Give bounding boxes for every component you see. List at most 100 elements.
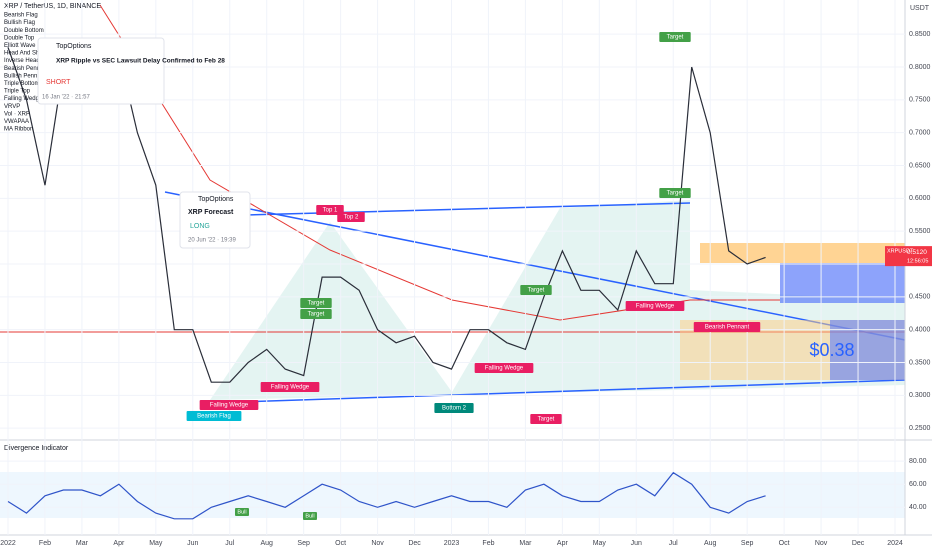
price-target: $0.38	[809, 340, 854, 360]
signal: Bull	[305, 513, 314, 519]
annotation: Top 2	[344, 215, 359, 221]
y-tick-label: 0.5500	[909, 228, 931, 235]
signal-bg	[235, 508, 249, 516]
y-tick-label: 0.7500	[909, 97, 931, 104]
indicator-name: Bearish Flag	[4, 13, 38, 19]
idea-card[interactable]: TopOptions XRP Forecast LONG 20 Jun '22 …	[179, 191, 251, 249]
annotation: Target	[528, 288, 545, 294]
indicator-name: VRVP	[4, 104, 20, 110]
x-tick-label: May	[593, 540, 607, 547]
y-tick-label: 40.00	[909, 504, 927, 511]
indicator-name: Triple Bottom	[4, 81, 39, 87]
annotation: Falling Wedge	[636, 304, 675, 310]
x-tick-label: 2023	[444, 540, 460, 547]
x-tick-label: Aug	[704, 540, 717, 547]
y-tick-label: 0.6000	[909, 195, 931, 202]
currency-label: USDT	[910, 5, 930, 12]
annotation-bg	[186, 411, 242, 421]
x-tick-label: Oct	[335, 540, 346, 547]
x-tick-label: Apr	[113, 540, 125, 547]
y-tick-label: 0.4000	[909, 327, 931, 334]
annotation-bg	[337, 212, 365, 222]
y-tick-label: 0.4500	[909, 294, 931, 301]
trend-line	[209, 379, 906, 404]
card-title: XRP Ripple vs SEC Lawsuit Delay Confirme…	[56, 58, 225, 65]
card-bg	[37, 37, 165, 105]
annotation-bg	[316, 205, 344, 215]
x-tick-label: Jun	[631, 540, 642, 547]
x-tick-label: Jul	[225, 540, 234, 547]
trend-line	[164, 191, 906, 341]
annotation-bg	[300, 298, 332, 308]
annotation-bg	[434, 403, 474, 413]
trend-line	[209, 202, 691, 217]
x-tick-label: Apr	[557, 540, 569, 547]
indicator-name: Elliott Wave	[4, 43, 36, 49]
countdown: 12:56:05	[907, 259, 928, 265]
y-tick-label: 0.8500	[909, 31, 931, 38]
x-tick-label: 2022	[0, 540, 16, 547]
y-tick-label: 60.00	[909, 481, 927, 488]
x-tick-label: Sep	[741, 540, 754, 547]
x-tick-label: Nov	[371, 540, 384, 547]
indicator-name: Bullish Pennant	[4, 73, 46, 79]
x-tick-label: Nov	[815, 540, 828, 547]
indicator-name: Vol · XRP	[4, 111, 30, 117]
indicator-name: Triple Top	[4, 89, 31, 95]
card-title: XRP Forecast	[188, 209, 234, 216]
annotation-bg	[659, 188, 691, 198]
annotation-bg	[693, 322, 761, 332]
x-tick-label: Feb	[39, 540, 51, 547]
y-tick-label: 0.8000	[909, 64, 931, 71]
y-tick-label: 0.3000	[909, 392, 931, 399]
x-tick-label: Aug	[260, 540, 273, 547]
indicator-name: Bearish Pennant	[4, 66, 49, 72]
annotation-bg	[520, 285, 552, 295]
annotation-bg	[659, 32, 691, 42]
indicator-name: VWAPAA	[4, 119, 29, 125]
card-direction: LONG	[190, 223, 210, 230]
x-tick-label: Oct	[779, 540, 790, 547]
card-direction: SHORT	[46, 79, 71, 86]
y-tick-label: 0.2500	[909, 425, 931, 432]
price-tag-bg	[885, 246, 932, 267]
annotation-bg	[474, 363, 534, 373]
annotation: Falling Wedge	[485, 366, 524, 372]
x-tick-label: Jun	[187, 540, 198, 547]
annotation-bg	[199, 400, 259, 410]
indicator-name: Falling Wedge	[4, 96, 43, 102]
x-tick-label: Mar	[519, 540, 532, 547]
card-author: TopOptions	[56, 43, 92, 50]
signal-bg	[303, 512, 317, 520]
x-tick-label: Mar	[76, 540, 89, 547]
y-tick-label: 80.00	[909, 458, 927, 465]
x-tick-label: May	[149, 540, 163, 547]
x-tick-label: Dec	[408, 540, 421, 547]
annotation: Bearish Flag	[197, 414, 231, 420]
x-tick-label: Feb	[482, 540, 494, 547]
x-tick-label: Jul	[669, 540, 678, 547]
x-tick-label: 2024	[887, 540, 903, 547]
annotation-bg	[260, 382, 320, 392]
chart-title: XRP / TetherUS, 1D, BINANCE	[4, 3, 101, 10]
y-tick-label: 0.6500	[909, 162, 931, 169]
indicator-name: MA Ribbon	[4, 127, 33, 133]
series-line	[7, 471, 766, 520]
price-tag: 0.5120	[907, 249, 927, 256]
annotation-bg	[625, 301, 685, 311]
idea-card[interactable]: TopOptions XRP Ripple vs SEC Lawsuit Del…	[37, 37, 225, 105]
annotation: Falling Wedge	[271, 385, 310, 391]
annotation-bg	[530, 414, 562, 424]
annotation: Target	[308, 312, 325, 318]
y-tick-label: 0.3500	[909, 359, 931, 366]
annotation: Falling Wedge	[210, 403, 249, 409]
annotation: Target	[667, 191, 684, 197]
card-author: TopOptions	[198, 196, 234, 203]
volume-profile	[700, 243, 905, 263]
symbol-tag: XRPUSDT	[887, 249, 914, 255]
indicator-title: Divergence Indicator	[4, 445, 69, 452]
card-date: 16 Jan '22 · 21:57	[42, 95, 91, 101]
indicator-band	[0, 472, 905, 518]
signal: Bull	[237, 509, 246, 515]
